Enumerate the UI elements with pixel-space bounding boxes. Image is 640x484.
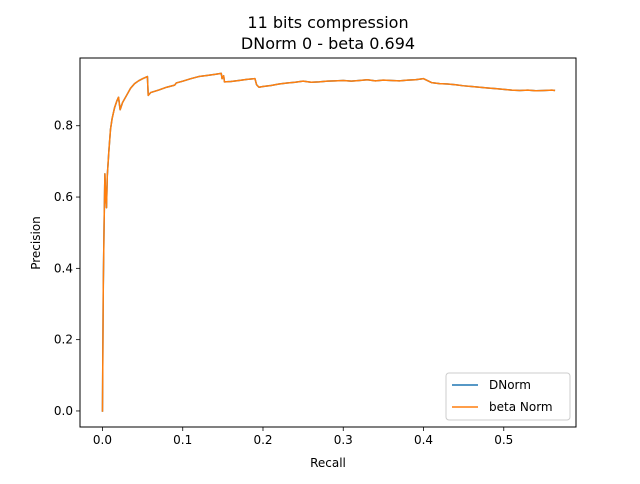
y-tick-label: 0.4 <box>54 261 73 275</box>
chart-subtitle: DNorm 0 - beta 0.694 <box>241 34 415 53</box>
legend-label-beta-norm: beta Norm <box>489 400 553 414</box>
y-tick-label: 0.2 <box>54 333 73 347</box>
x-axis-ticks: 0.0 0.1 0.2 0.3 0.4 0.5 <box>93 427 513 447</box>
plot-series-group <box>101 72 556 412</box>
x-tick-label: 0.4 <box>414 433 433 447</box>
x-tick-label: 0.0 <box>93 433 112 447</box>
x-tick-label: 0.2 <box>253 433 272 447</box>
x-tick-label: 0.1 <box>173 433 192 447</box>
legend: DNorm beta Norm <box>445 372 571 421</box>
x-axis-label: Recall <box>310 456 346 470</box>
y-tick-label: 0.0 <box>54 404 73 418</box>
plot-frame <box>79 57 577 428</box>
y-tick-label: 0.6 <box>54 190 73 204</box>
x-tick-label: 0.5 <box>494 433 513 447</box>
y-axis-ticks: 0.0 0.2 0.4 0.6 0.8 <box>54 119 80 418</box>
y-tick-label: 0.8 <box>54 119 73 133</box>
y-axis-label: Precision <box>29 216 43 270</box>
legend-label-dnorm: DNorm <box>489 378 531 392</box>
x-tick-label: 0.3 <box>334 433 353 447</box>
series-line-beta-norm <box>101 72 556 412</box>
chart-title: 11 bits compression <box>247 13 408 32</box>
